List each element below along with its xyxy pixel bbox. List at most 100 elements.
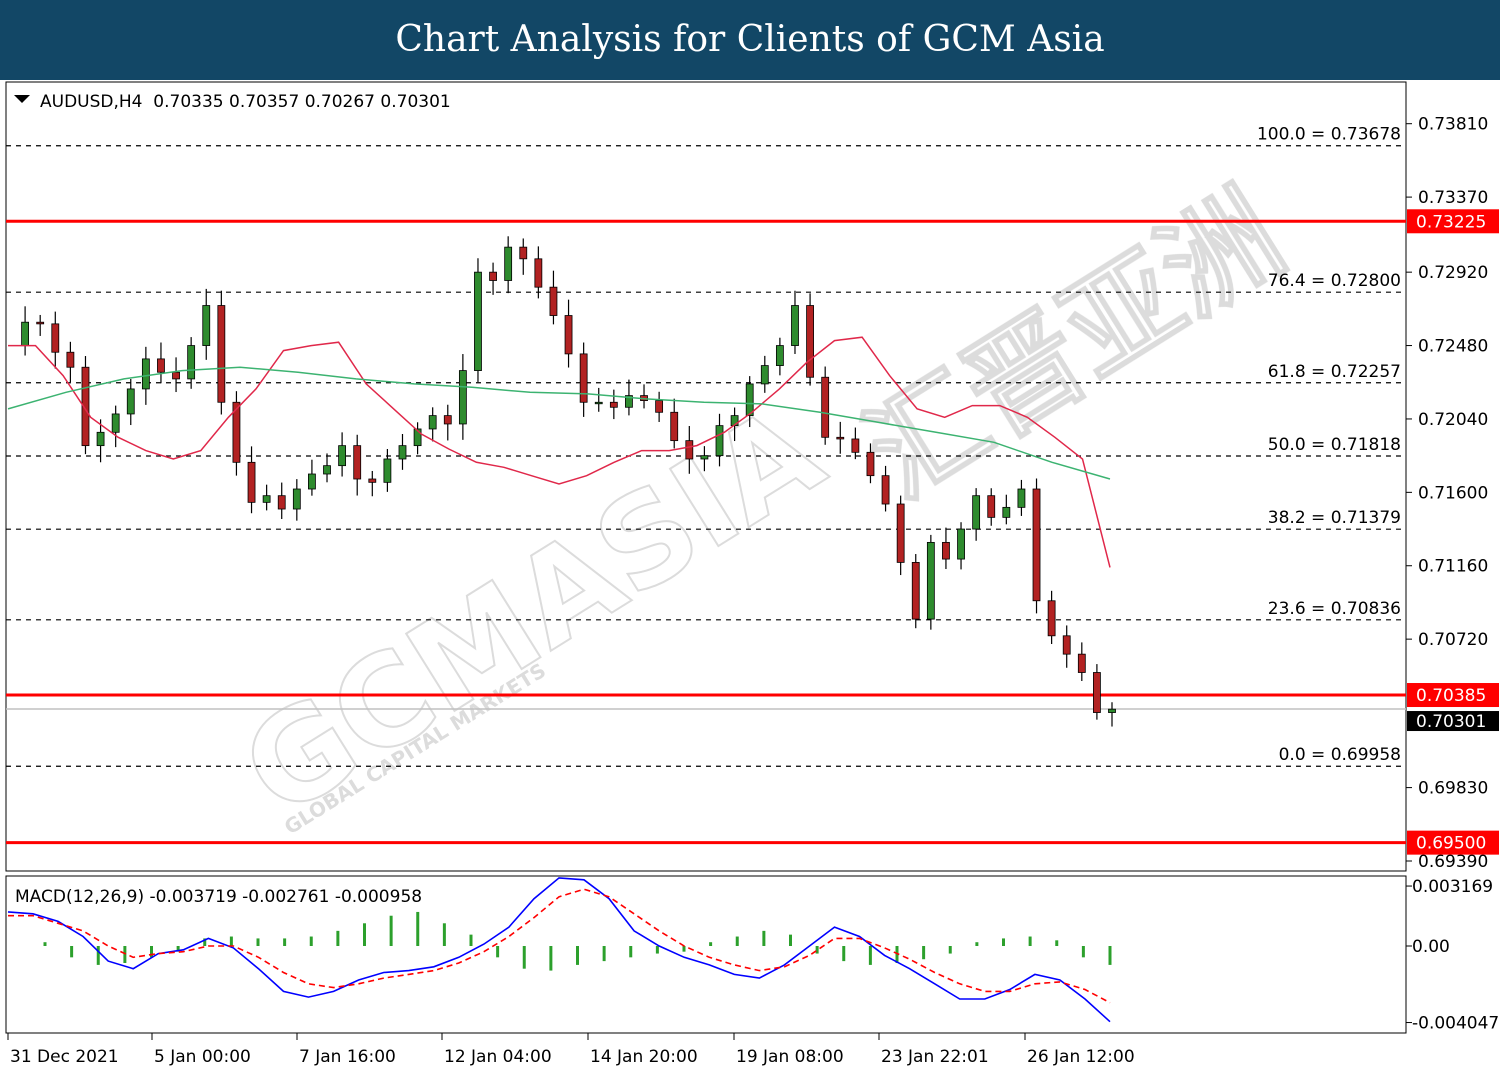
candle-bearish bbox=[911, 562, 920, 620]
y-axis-tick-label: 0.73810 bbox=[1418, 115, 1488, 135]
fib-level-label: 61.8 = 0.72257 bbox=[1268, 362, 1401, 382]
y-axis-tick-label: 0.72920 bbox=[1418, 263, 1488, 283]
current-price-tag-label: 0.70301 bbox=[1416, 712, 1486, 732]
candle-bearish bbox=[866, 451, 875, 477]
candle-bullish bbox=[21, 321, 29, 346]
y-axis-tick-label: 0.69390 bbox=[1418, 852, 1488, 872]
candle-bearish bbox=[217, 305, 226, 403]
candle-bearish bbox=[1062, 635, 1071, 655]
candle-bearish bbox=[368, 478, 377, 483]
key-level-tag-label: 0.73225 bbox=[1416, 212, 1486, 232]
fib-level-label: 0.0 = 0.69958 bbox=[1279, 745, 1401, 765]
fib-level-label: 50.0 = 0.71818 bbox=[1268, 435, 1401, 455]
candle-bullish bbox=[458, 370, 467, 425]
x-axis-tick-label: 31 Dec 2021 bbox=[10, 1047, 119, 1067]
candle-bullish bbox=[926, 541, 935, 620]
candle-bearish bbox=[851, 438, 860, 453]
candle-bearish bbox=[1077, 653, 1086, 673]
candle-bearish bbox=[489, 271, 497, 281]
fib-level-label: 76.4 = 0.72800 bbox=[1268, 271, 1401, 291]
current-price-tag bbox=[1407, 711, 1499, 732]
candle-bullish bbox=[625, 395, 633, 408]
price-header: AUDUSD,H4 0.70335 0.70357 0.70267 0.7030… bbox=[40, 92, 451, 112]
symbol-dropdown-icon[interactable] bbox=[14, 95, 30, 103]
candle-bullish bbox=[398, 445, 407, 460]
macd-line bbox=[7, 877, 1111, 1023]
candle-bearish bbox=[172, 371, 180, 380]
fib-level-label: 38.2 = 0.71379 bbox=[1268, 508, 1401, 528]
candle-bullish bbox=[262, 495, 271, 503]
candle-bullish bbox=[292, 488, 301, 510]
macd-header: MACD(12,26,9) -0.003719 -0.002761 -0.000… bbox=[15, 887, 422, 907]
candle-bearish bbox=[942, 541, 950, 560]
y-axis-tick-label: 0.72040 bbox=[1418, 410, 1488, 430]
x-axis-tick-label: 19 Jan 08:00 bbox=[736, 1047, 844, 1067]
candle-bullish bbox=[187, 345, 196, 380]
y-axis-tick-label: 0.71160 bbox=[1418, 557, 1488, 577]
macd-signal-line bbox=[8, 888, 1111, 1004]
candle-bearish bbox=[579, 353, 588, 403]
candle-bearish bbox=[353, 445, 362, 480]
macd-axis-tick-label: 0.003169 bbox=[1412, 877, 1493, 897]
price-panel bbox=[5, 81, 1407, 872]
candle-bullish bbox=[474, 271, 482, 371]
candle-bullish bbox=[413, 428, 422, 447]
candle-bearish bbox=[881, 475, 890, 505]
candle-bullish bbox=[308, 473, 316, 490]
candle-bearish bbox=[806, 305, 814, 378]
x-axis-tick-label: 14 Jan 20:00 bbox=[590, 1047, 698, 1067]
candle-bearish bbox=[232, 401, 241, 463]
candle-bearish bbox=[670, 411, 679, 442]
candle-bearish bbox=[519, 246, 528, 260]
candle-bearish bbox=[66, 351, 75, 368]
candle-bearish bbox=[655, 400, 664, 413]
candle-bearish bbox=[821, 376, 830, 438]
candle-bearish bbox=[81, 366, 90, 447]
y-axis-tick-label: 0.69830 bbox=[1418, 779, 1488, 799]
candle-bullish bbox=[141, 358, 150, 390]
candle-bearish bbox=[1047, 600, 1056, 637]
macd-axis-tick-label: 0.00 bbox=[1412, 937, 1450, 957]
key-level-tag-label: 0.70385 bbox=[1416, 686, 1486, 706]
candle-bullish bbox=[338, 445, 347, 467]
candle-bullish bbox=[700, 455, 709, 460]
fib-level-label: 100.0 = 0.73678 bbox=[1257, 125, 1401, 145]
candle-bearish bbox=[277, 495, 286, 510]
y-axis-tick-label: 0.72480 bbox=[1418, 337, 1488, 357]
candle-bearish bbox=[36, 321, 45, 325]
candle-bearish bbox=[685, 440, 694, 460]
fib-level-label: 23.6 = 0.70836 bbox=[1268, 599, 1401, 619]
candle-bearish bbox=[443, 415, 452, 425]
candle-bullish bbox=[1108, 708, 1116, 713]
candle-bullish bbox=[745, 383, 754, 417]
candle-bullish bbox=[111, 413, 120, 433]
candle-bearish bbox=[247, 461, 256, 503]
candle-bullish bbox=[323, 465, 331, 475]
candle-bullish bbox=[775, 345, 784, 366]
candle-bearish bbox=[609, 401, 618, 408]
candle-bearish bbox=[549, 286, 558, 316]
candle-bearish bbox=[157, 358, 165, 373]
candle-bullish bbox=[594, 401, 603, 405]
x-axis-tick-label: 5 Jan 00:00 bbox=[154, 1047, 251, 1067]
macd-axis-tick-label: -0.004047 bbox=[1412, 1014, 1499, 1034]
candle-bearish bbox=[564, 315, 573, 355]
candle-bullish bbox=[504, 246, 513, 281]
candle-bearish bbox=[896, 503, 905, 563]
x-axis-tick-label: 12 Jan 04:00 bbox=[444, 1047, 552, 1067]
x-axis-tick-label: 26 Jan 12:00 bbox=[1027, 1047, 1135, 1067]
candle-bullish bbox=[428, 415, 437, 430]
candle-bullish bbox=[1002, 506, 1011, 518]
moving-average-fast bbox=[8, 336, 1111, 568]
x-axis-tick-label: 7 Jan 16:00 bbox=[299, 1047, 396, 1067]
candle-bullish bbox=[96, 431, 105, 447]
key-level-tag bbox=[1407, 830, 1499, 855]
candle-bearish bbox=[1093, 672, 1101, 713]
chart-area: GCMASIA 汇晋亚洲 GLOBAL CAPITAL MARKETS 100.… bbox=[0, 80, 1500, 1071]
key-level-tag bbox=[1407, 683, 1499, 708]
candle-bullish bbox=[1017, 488, 1026, 508]
candle-bearish bbox=[534, 258, 543, 288]
y-axis-tick-label: 0.70720 bbox=[1418, 630, 1488, 650]
macd-panel bbox=[5, 875, 1407, 1034]
candle-bullish bbox=[715, 425, 724, 457]
